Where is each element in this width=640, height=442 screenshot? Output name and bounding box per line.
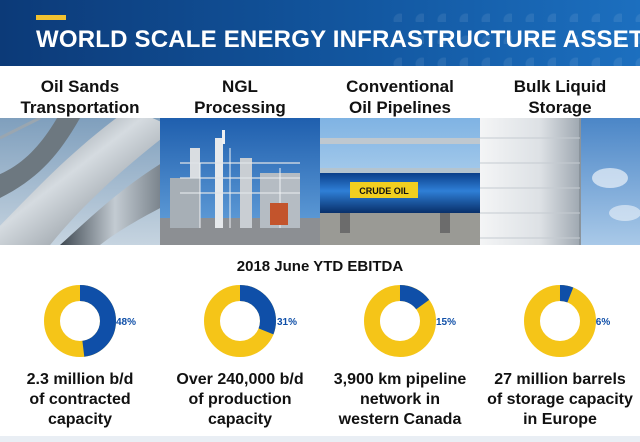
donut-chart-storage: 6% bbox=[524, 285, 611, 357]
donut-value-label: 15% bbox=[436, 317, 456, 328]
caption-line: of production bbox=[188, 391, 292, 408]
photo-storage-tank bbox=[480, 118, 640, 245]
photo-oil-sands-pipes bbox=[0, 118, 160, 245]
caption-line: 3,900 km pipeline bbox=[333, 371, 467, 388]
column-title-line: Storage bbox=[528, 98, 592, 117]
donut-share-slice bbox=[364, 285, 436, 357]
donut-chart-ngl: 31% bbox=[204, 285, 297, 357]
caption-line: in Europe bbox=[523, 411, 597, 428]
column-title-line: Oil Sands bbox=[40, 77, 120, 96]
caption-line: Over 240,000 b/d bbox=[176, 371, 304, 388]
column-title-oil-sands: Oil Sands Transportation bbox=[0, 76, 160, 118]
pipe-sign-label: CRUDE OIL bbox=[359, 186, 409, 196]
column-title-line: Bulk Liquid bbox=[513, 77, 607, 96]
caption-line: network in bbox=[359, 391, 440, 408]
column-title-line: Oil Pipelines bbox=[348, 98, 452, 117]
photo-ngl-plant bbox=[160, 118, 320, 245]
donut-chart-oil-sands: 48% bbox=[44, 285, 136, 357]
donut-share-slice bbox=[524, 285, 596, 357]
header-accent-bar bbox=[36, 15, 66, 20]
column-title-line: Processing bbox=[194, 98, 286, 117]
donut-value-label: 6% bbox=[596, 317, 611, 328]
column-title-ngl: NGL Processing bbox=[160, 76, 320, 118]
column-title-conventional: Conventional Oil Pipelines bbox=[320, 76, 480, 118]
column-title-line: NGL bbox=[222, 77, 258, 96]
donut-share-slice bbox=[204, 285, 276, 357]
caption-line: 2.3 million b/d bbox=[26, 371, 134, 388]
header-pattern bbox=[380, 0, 640, 66]
caption-line: of contracted bbox=[29, 391, 131, 408]
column-title-line: Conventional bbox=[346, 77, 454, 96]
caption-storage: 27 million barrels of storage capacity i… bbox=[480, 370, 640, 430]
header-banner: WORLD SCALE ENERGY INFRASTRUCTURE ASSETS bbox=[0, 0, 640, 66]
page-title: WORLD SCALE ENERGY INFRASTRUCTURE ASSETS bbox=[36, 26, 640, 53]
caption-line: capacity bbox=[47, 411, 113, 428]
caption-line: western Canada bbox=[338, 411, 462, 428]
photo-crude-oil-pipeline: CRUDE OIL bbox=[320, 118, 480, 245]
caption-line: 27 million barrels bbox=[494, 371, 626, 388]
caption-line: capacity bbox=[207, 411, 273, 428]
footer-strip bbox=[0, 436, 640, 442]
caption-ngl: Over 240,000 b/d of production capacity bbox=[160, 370, 320, 430]
donut-share-slice bbox=[44, 285, 116, 357]
caption-conventional: 3,900 km pipeline network in western Can… bbox=[320, 370, 480, 430]
donut-chart-conventional: 15% bbox=[364, 285, 456, 357]
donut-remainder-slice bbox=[524, 285, 596, 357]
donut-value-label: 48% bbox=[116, 317, 136, 328]
caption-line: of storage capacity bbox=[487, 391, 633, 408]
column-title-line: Transportation bbox=[20, 98, 140, 117]
column-title-storage: Bulk Liquid Storage bbox=[480, 76, 640, 118]
chart-title: 2018 June YTD EBITDA bbox=[236, 258, 404, 275]
donut-value-label: 31% bbox=[277, 317, 297, 328]
caption-oil-sands: 2.3 million b/d of contracted capacity bbox=[0, 370, 160, 430]
